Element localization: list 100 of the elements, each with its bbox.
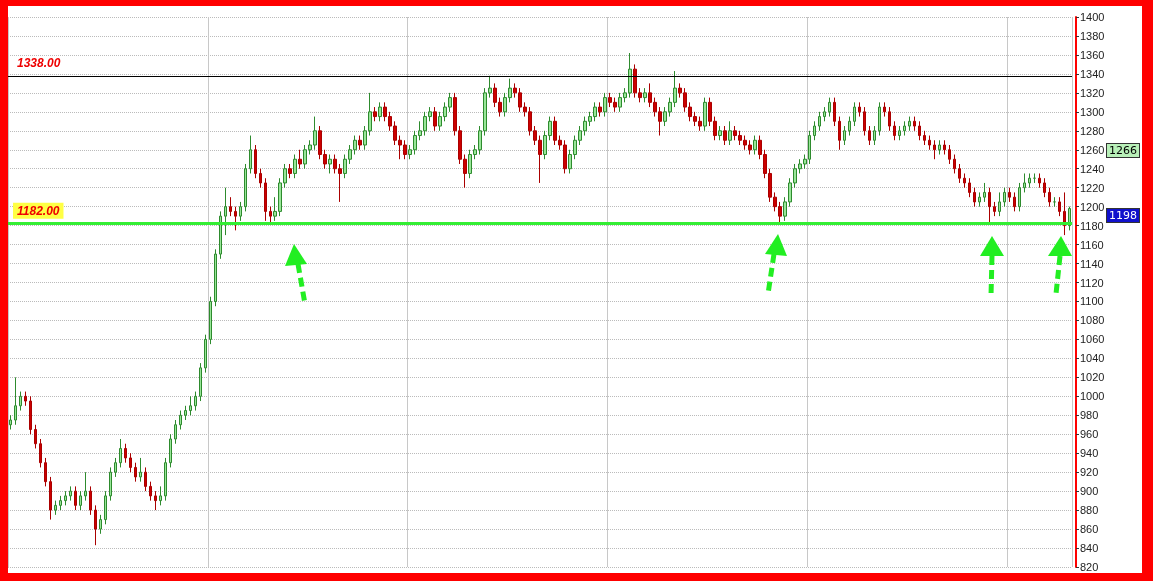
y-tick-label: 1220 <box>1080 181 1105 194</box>
y-tick-label: 1360 <box>1080 48 1105 61</box>
y-tick-label: 1240 <box>1080 162 1105 175</box>
candlestick <box>328 154 332 174</box>
candlestick <box>189 395 192 416</box>
y-tick-label: 1020 <box>1080 371 1105 384</box>
candlestick <box>723 125 727 146</box>
candlestick <box>863 106 866 137</box>
candlestick <box>358 135 362 151</box>
ref-line-label: 1338.00 <box>17 55 61 70</box>
candlestick <box>603 92 607 118</box>
candlestick <box>908 116 911 132</box>
candlestick <box>718 125 722 141</box>
candlestick <box>139 457 142 483</box>
candlestick <box>813 120 816 141</box>
candlestick <box>74 485 77 511</box>
candlestick <box>49 476 52 521</box>
y-tick-label: 900 <box>1080 485 1099 498</box>
candlestick <box>898 125 901 141</box>
y-tick-label: 1200 <box>1080 200 1105 213</box>
candlestick <box>948 144 951 165</box>
candlestick <box>903 120 906 137</box>
candlestick <box>958 163 961 184</box>
candlestick <box>154 490 157 511</box>
candlestick <box>204 334 207 374</box>
candlestick <box>1028 172 1031 189</box>
candlestick <box>54 500 57 516</box>
candlestick <box>968 177 971 198</box>
y-tick-label: 860 <box>1080 523 1099 536</box>
y-tick-label: 820 <box>1080 561 1099 573</box>
candlestick <box>838 116 841 151</box>
candlestick <box>1058 196 1061 217</box>
candlestick <box>883 101 886 118</box>
candlestick <box>209 296 212 345</box>
candlestick <box>373 106 377 122</box>
y-tick-label: 940 <box>1080 447 1099 460</box>
candlestick <box>848 116 851 137</box>
candlestick <box>703 97 707 132</box>
candlestick <box>14 376 17 426</box>
candlestick <box>34 424 37 449</box>
candlestick <box>998 191 1001 217</box>
candlestick <box>114 457 117 478</box>
y-tick-label: 1300 <box>1080 105 1105 118</box>
candlestick <box>259 168 262 189</box>
candlestick <box>1008 187 1011 203</box>
y-tick-label: 1120 <box>1080 276 1104 289</box>
candlestick <box>89 485 92 516</box>
candlestick <box>933 139 936 160</box>
y-tick-label: 980 <box>1080 409 1099 422</box>
y-tick-label: 1080 <box>1080 314 1105 327</box>
y-tick-label: 1380 <box>1080 29 1105 42</box>
candlestick <box>833 97 836 127</box>
candlestick <box>69 485 72 502</box>
candlestick <box>913 116 916 132</box>
y-tick-label: 1340 <box>1080 67 1105 80</box>
y-tick-label: 1260 <box>1080 143 1105 156</box>
candlestick <box>84 471 87 502</box>
candlestick <box>1043 177 1046 198</box>
candlestick <box>878 101 881 137</box>
candlestick <box>823 106 826 122</box>
candlestick <box>1018 182 1021 212</box>
ref-line-label: 1182.00 <box>17 203 60 218</box>
candlestick <box>44 457 47 487</box>
y-tick-label: 1100 <box>1080 295 1104 308</box>
candlestick <box>194 391 197 412</box>
y-tick-label: 1180 <box>1080 219 1104 232</box>
candlestick <box>29 395 32 435</box>
candlestick <box>184 405 187 421</box>
y-tick-label: 920 <box>1080 466 1099 479</box>
y-tick-label: 1400 <box>1080 11 1105 23</box>
candlestick <box>124 443 127 464</box>
candlestick <box>64 490 67 506</box>
candlestick <box>853 101 856 127</box>
candlestick <box>224 187 227 236</box>
candlestick <box>199 362 202 402</box>
candlestick <box>19 391 22 412</box>
candlestick <box>159 485 162 506</box>
candlestick <box>868 125 871 146</box>
candlestick <box>843 125 846 146</box>
candlestick <box>828 97 831 118</box>
candlestick <box>149 481 152 502</box>
candlestick <box>234 206 237 231</box>
candlestick <box>79 490 82 511</box>
candlestick <box>858 101 861 118</box>
candlestick <box>229 196 232 217</box>
candlestick <box>378 101 382 122</box>
candlestick <box>219 210 222 260</box>
candlestick <box>923 130 926 146</box>
candlestick <box>249 135 252 174</box>
y-tick-label: 1280 <box>1080 124 1105 137</box>
candlestick <box>179 410 182 430</box>
candlestick <box>1063 191 1066 236</box>
candlestick <box>1048 187 1051 208</box>
y-tick-label: 880 <box>1080 504 1099 517</box>
candlestick <box>1023 172 1026 193</box>
candlestick <box>918 120 921 141</box>
text: 1266 <box>1106 143 1140 158</box>
y-tick-label: 1060 <box>1080 333 1105 346</box>
candlestick <box>993 201 996 217</box>
candlestick <box>893 120 896 141</box>
